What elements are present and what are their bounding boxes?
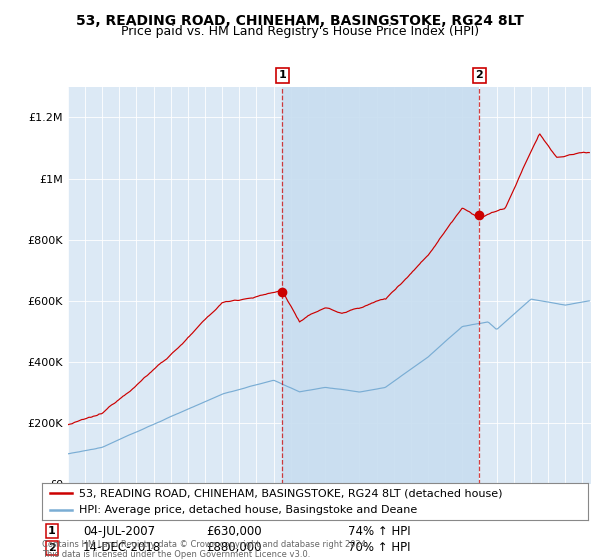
Text: Price paid vs. HM Land Registry's House Price Index (HPI): Price paid vs. HM Land Registry's House … [121, 25, 479, 38]
Text: 1: 1 [278, 70, 286, 80]
Text: 2: 2 [476, 70, 484, 80]
Text: HPI: Average price, detached house, Basingstoke and Deane: HPI: Average price, detached house, Basi… [79, 505, 418, 515]
Text: 2: 2 [48, 543, 56, 553]
Text: £880,000: £880,000 [206, 541, 261, 554]
Text: 1: 1 [48, 526, 56, 536]
Text: 70% ↑ HPI: 70% ↑ HPI [348, 541, 410, 554]
Text: 53, READING ROAD, CHINEHAM, BASINGSTOKE, RG24 8LT: 53, READING ROAD, CHINEHAM, BASINGSTOKE,… [76, 14, 524, 28]
Text: 53, READING ROAD, CHINEHAM, BASINGSTOKE, RG24 8LT (detached house): 53, READING ROAD, CHINEHAM, BASINGSTOKE,… [79, 488, 503, 498]
Bar [282, 87, 479, 484]
Text: 04-JUL-2007: 04-JUL-2007 [83, 525, 155, 538]
Text: Contains HM Land Registry data © Crown copyright and database right 2024.
This d: Contains HM Land Registry data © Crown c… [42, 540, 368, 559]
Text: 74% ↑ HPI: 74% ↑ HPI [348, 525, 410, 538]
Text: 14-DEC-2018: 14-DEC-2018 [83, 541, 161, 554]
Text: £630,000: £630,000 [206, 525, 262, 538]
